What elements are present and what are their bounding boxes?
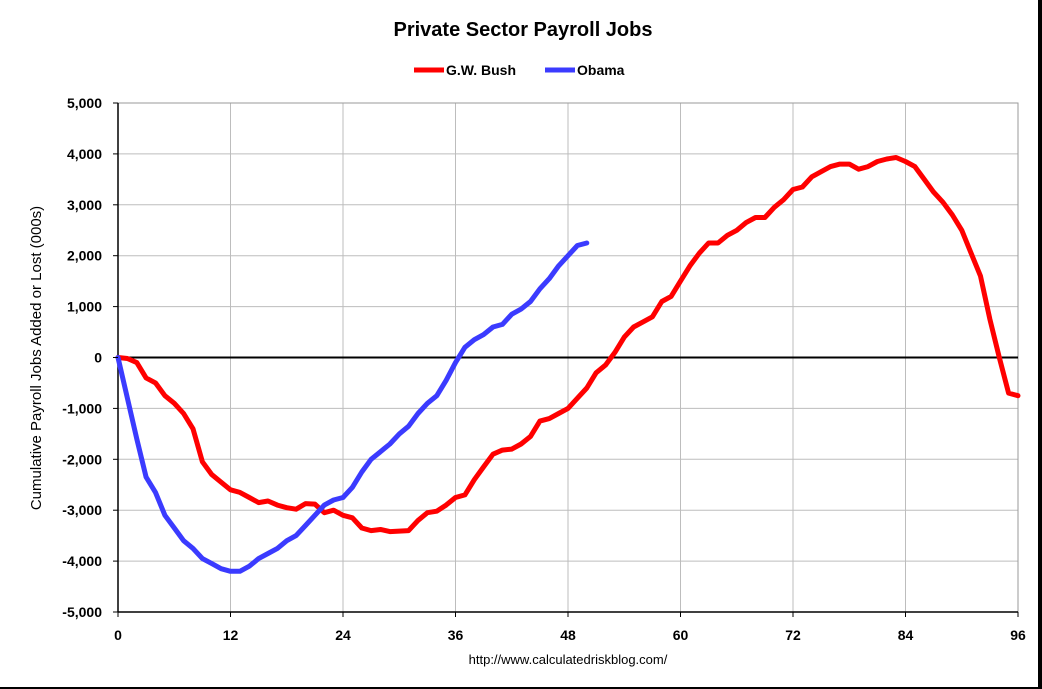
x-tick-label: 24 [335,627,351,643]
legend-label-obama: Obama [577,62,625,78]
y-tick-label: 0 [94,350,102,366]
y-tick-label: -3,000 [62,502,102,518]
series-line-g-w-bush [115,155,1021,535]
legend: G.W. Bush Obama [414,62,625,78]
x-tick-label: 72 [785,627,801,643]
y-tick-label: 3,000 [67,197,102,213]
x-tick-label: 84 [898,627,914,643]
x-tick-label: 60 [673,627,689,643]
y-tick-label: -1,000 [62,400,102,416]
legend-label-gw-bush: G.W. Bush [446,62,516,78]
y-tick-label: -4,000 [62,553,102,569]
y-tick-label: -5,000 [62,604,102,620]
x-tick-label: 36 [448,627,464,643]
y-axis-ticks: 5,000 4,000 3,000 2,000 1,000 0 -1,000 -2,000 -3… [62,95,118,620]
x-axis-ticks: 0 12 24 36 48 60 72 84 96 [114,612,1026,643]
y-tick-label: 2,000 [67,248,102,264]
x-tick-label: 0 [114,627,122,643]
source-url: http://www.calculatedriskblog.com/ [469,652,668,667]
x-tick-label: 48 [560,627,576,643]
y-tick-label: 4,000 [67,146,102,162]
y-axis-title: Cumulative Payroll Jobs Added or Lost (0… [28,206,45,510]
x-tick-label: 12 [223,627,239,643]
y-tick-label: 5,000 [67,95,102,111]
y-tick-label: 1,000 [67,299,102,315]
chart-title: Private Sector Payroll Jobs [393,19,652,41]
x-tick-label: 96 [1010,627,1026,643]
series-lines [115,155,1021,574]
y-tick-label: -2,000 [62,451,102,467]
series-line-obama [115,240,590,574]
